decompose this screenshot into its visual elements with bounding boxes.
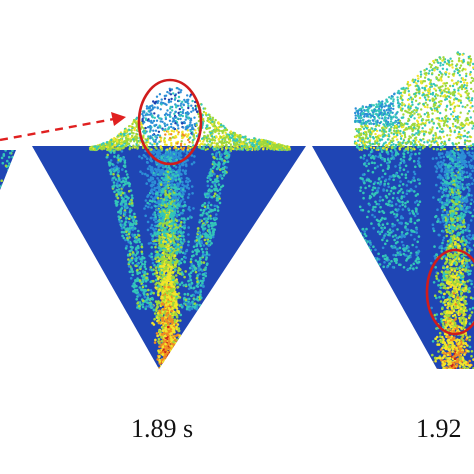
funnel-body — [312, 146, 474, 369]
highlight-ellipse — [137, 78, 203, 166]
panel-1-92s — [312, 51, 474, 369]
funnel-body — [32, 146, 306, 369]
panel-1-89s — [32, 78, 306, 369]
particle-heap — [88, 86, 292, 152]
particle-heap — [353, 51, 474, 152]
dashed-arrow — [0, 112, 126, 142]
cropped-previous-panel — [0, 150, 16, 190]
time-label-1-92s: 1.92 — [416, 414, 462, 443]
highlight-ellipse — [425, 248, 474, 336]
time-label-1-89s: 1.89 s — [131, 414, 194, 443]
